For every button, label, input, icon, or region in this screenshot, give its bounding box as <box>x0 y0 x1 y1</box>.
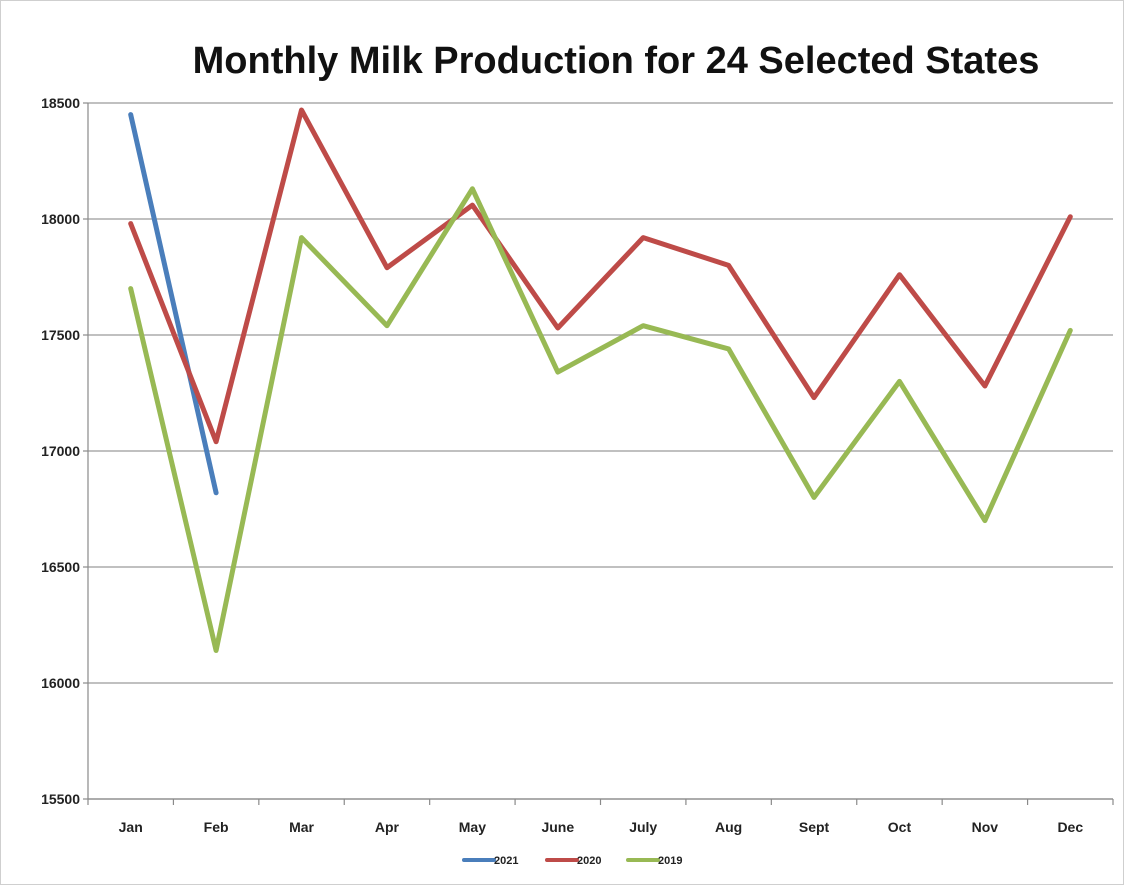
x-tick-label: Oct <box>888 819 912 835</box>
y-tick-label: 18500 <box>41 95 80 111</box>
x-tick-label: Apr <box>375 819 400 835</box>
x-axis-tick-labels: Jan Feb Mar Apr May June July Aug Sept Oct Nov Dec <box>119 819 1084 835</box>
legend-label: 2021 <box>494 855 518 867</box>
series-line-2020 <box>128 107 1073 445</box>
x-tick-label: Mar <box>289 819 314 835</box>
y-tick-label: 17500 <box>41 327 80 343</box>
series-line-2021 <box>128 112 219 496</box>
x-tick-label: July <box>629 819 657 835</box>
legend-label: 2019 <box>658 855 682 867</box>
legend: 2021 2020 2019 <box>462 855 682 867</box>
y-tick-label: 16500 <box>41 559 80 575</box>
y-tick-label: 16000 <box>41 675 80 691</box>
x-tick-label: Dec <box>1057 819 1083 835</box>
y-axis-tick-labels: 15500 16000 16500 17000 17500 18000 18500 <box>41 95 80 807</box>
axes <box>83 102 1114 805</box>
y-tick-label: 15500 <box>41 791 80 807</box>
x-tick-label: June <box>541 819 574 835</box>
series-line-2019 <box>128 186 1073 653</box>
x-tick-label: Jan <box>119 819 143 835</box>
x-tick-label: May <box>459 819 486 835</box>
y-tick-label: 18000 <box>41 211 80 227</box>
x-tick-label: Aug <box>715 819 742 835</box>
chart-title: Monthly Milk Production for 24 Selected … <box>193 40 1040 82</box>
x-tick-label: Feb <box>204 819 229 835</box>
legend-label: 2020 <box>577 855 601 867</box>
x-tick-label: Sept <box>799 819 830 835</box>
y-tick-label: 17000 <box>41 443 80 459</box>
grid-lines <box>88 102 1113 800</box>
series-lines <box>128 107 1073 653</box>
x-tick-label: Nov <box>972 819 999 835</box>
